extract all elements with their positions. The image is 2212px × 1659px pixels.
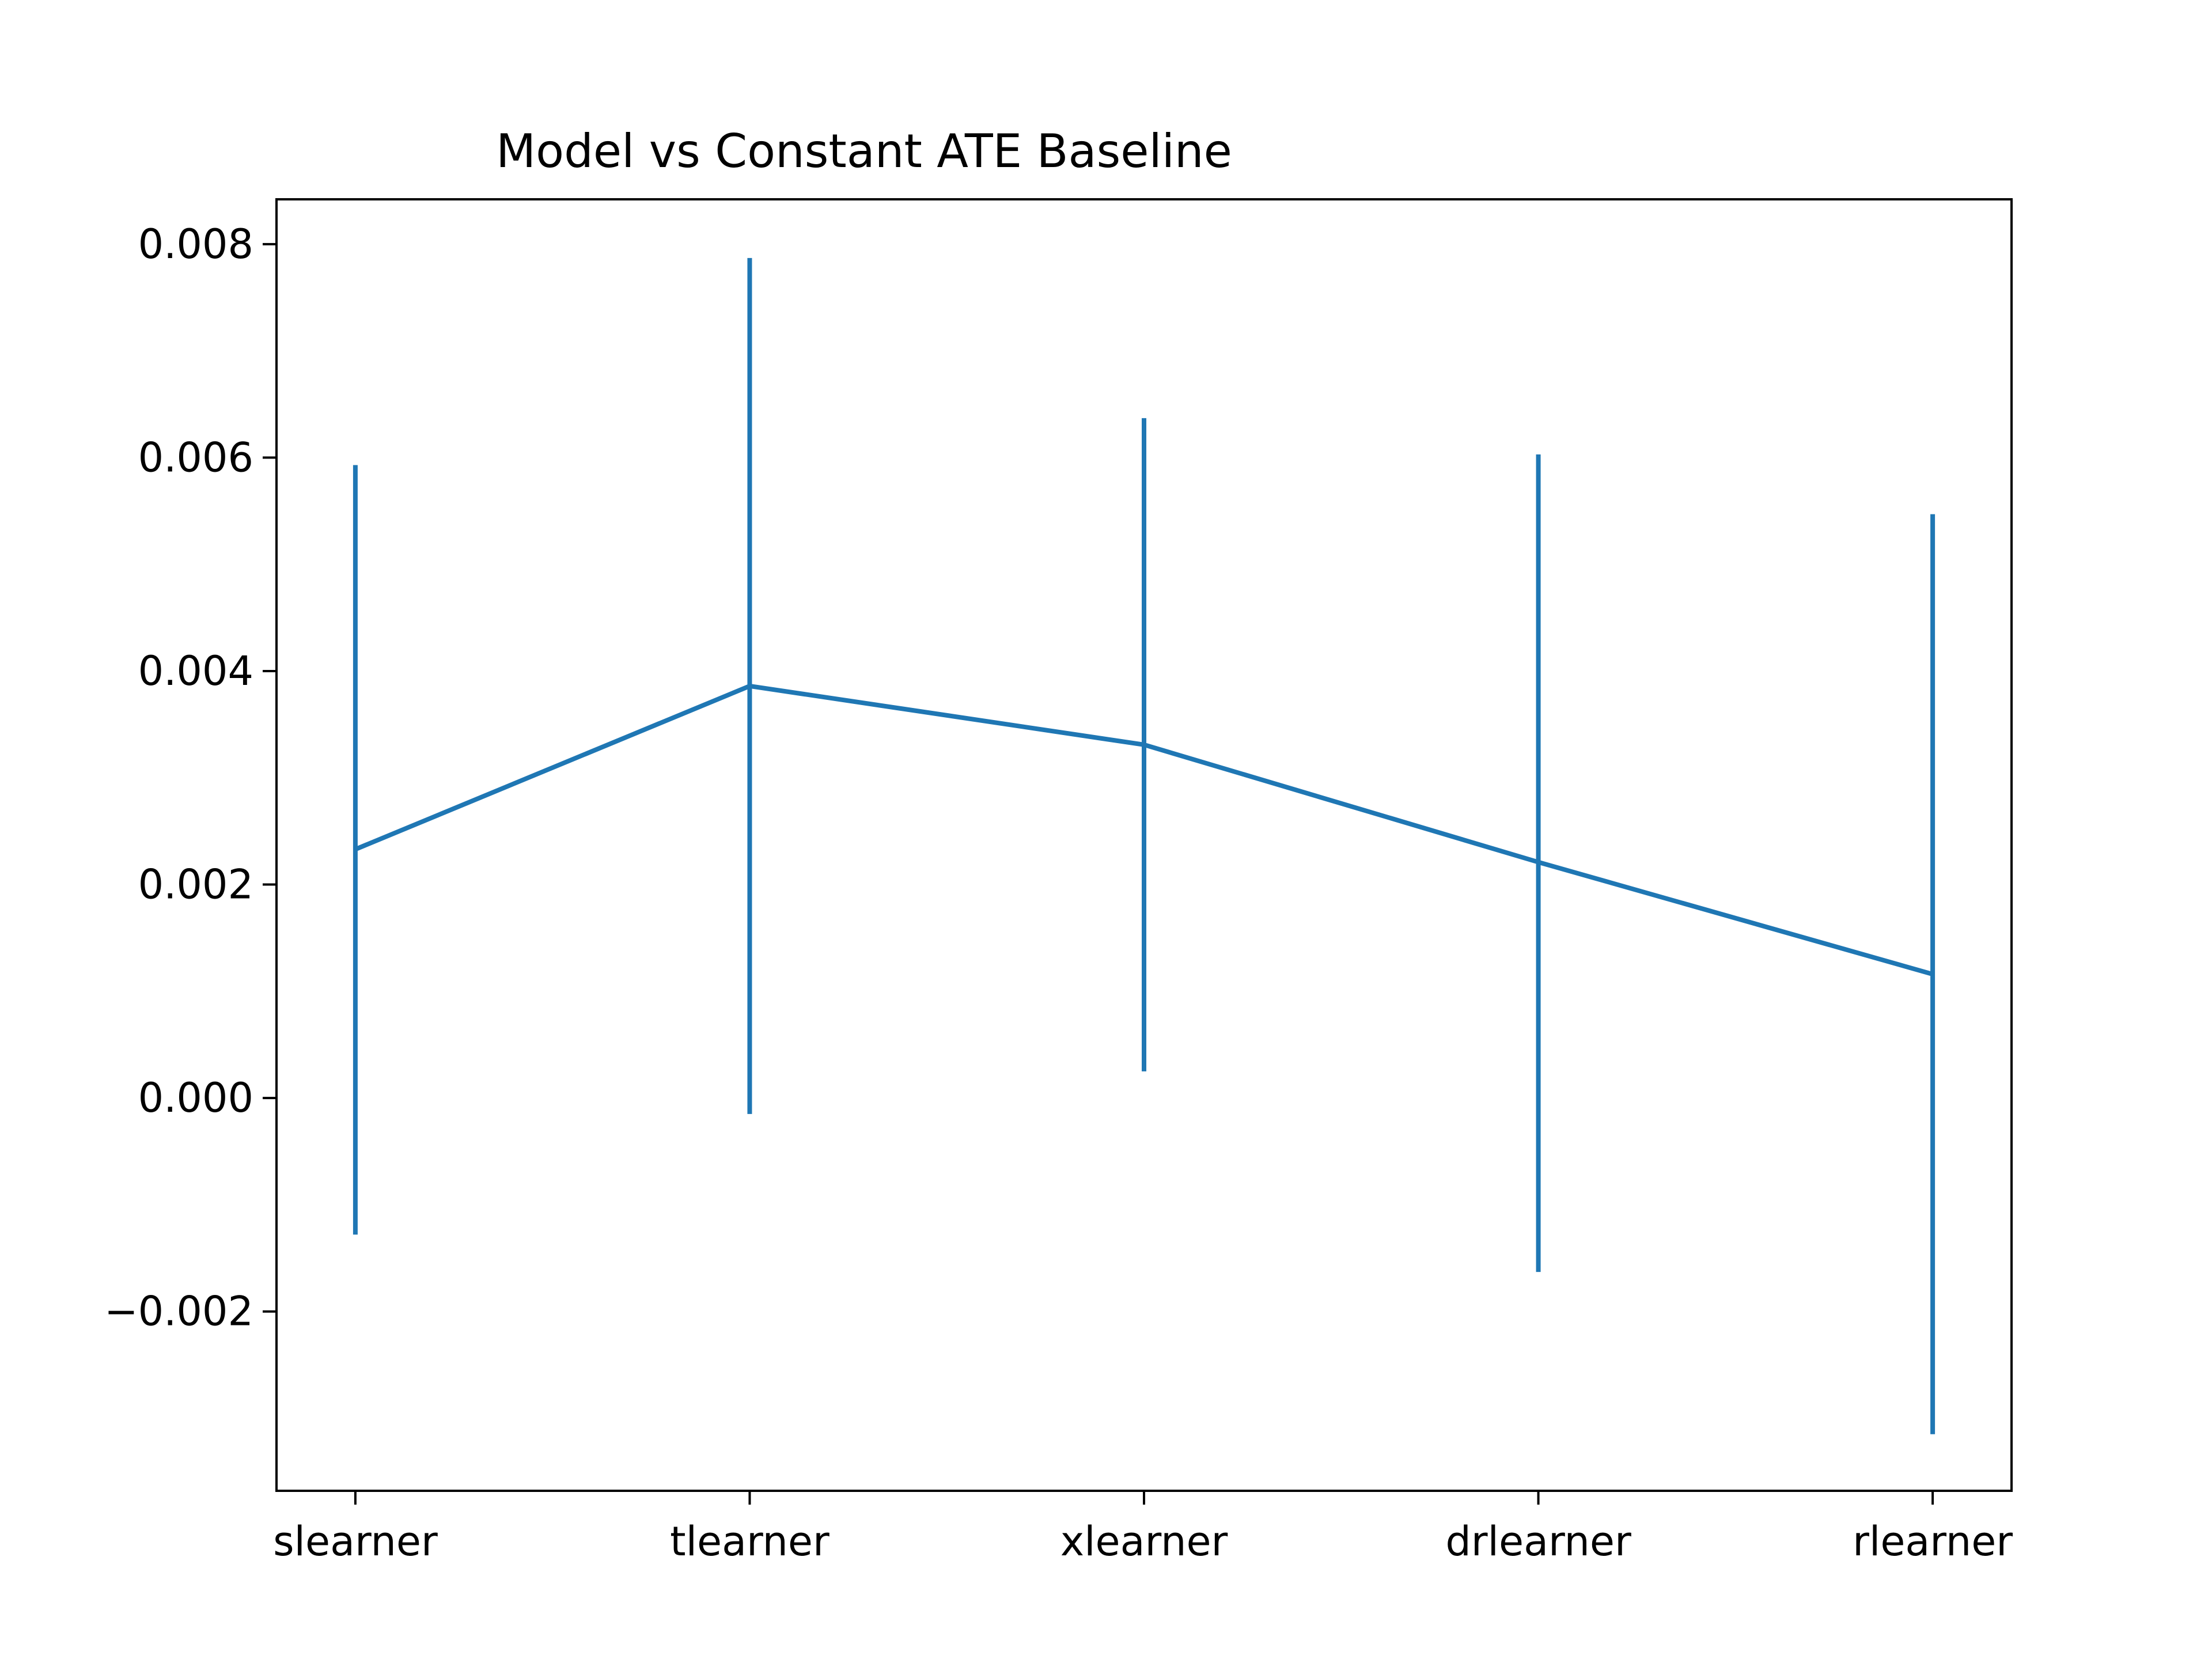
x-tick-label: xlearner — [1060, 1518, 1228, 1565]
x-axis: slearner tlearner xlearner drlearner rlearne… — [273, 1491, 2013, 1565]
y-axis: −0.002 0.000 0.002 0.004 0.006 0.008 — [104, 221, 276, 1335]
series-line — [354, 683, 1934, 977]
y-tick-label: 0.002 — [138, 861, 253, 908]
y-tick-label: 0.004 — [138, 647, 253, 695]
x-tick-label: drlearner — [1445, 1518, 1631, 1565]
x-tick-label: tlearner — [670, 1518, 830, 1565]
y-tick-label: 0.006 — [138, 434, 253, 481]
x-tick-label: rlearner — [1853, 1518, 2013, 1565]
x-tick-label: slearner — [273, 1518, 438, 1565]
chart-title: Model vs Constant ATE Baseline — [496, 124, 1232, 178]
y-tick-label: −0.002 — [104, 1288, 253, 1335]
series-layer — [353, 257, 1936, 1434]
y-tick-label: 0.008 — [138, 221, 253, 268]
y-tick-label: 0.000 — [138, 1074, 253, 1122]
